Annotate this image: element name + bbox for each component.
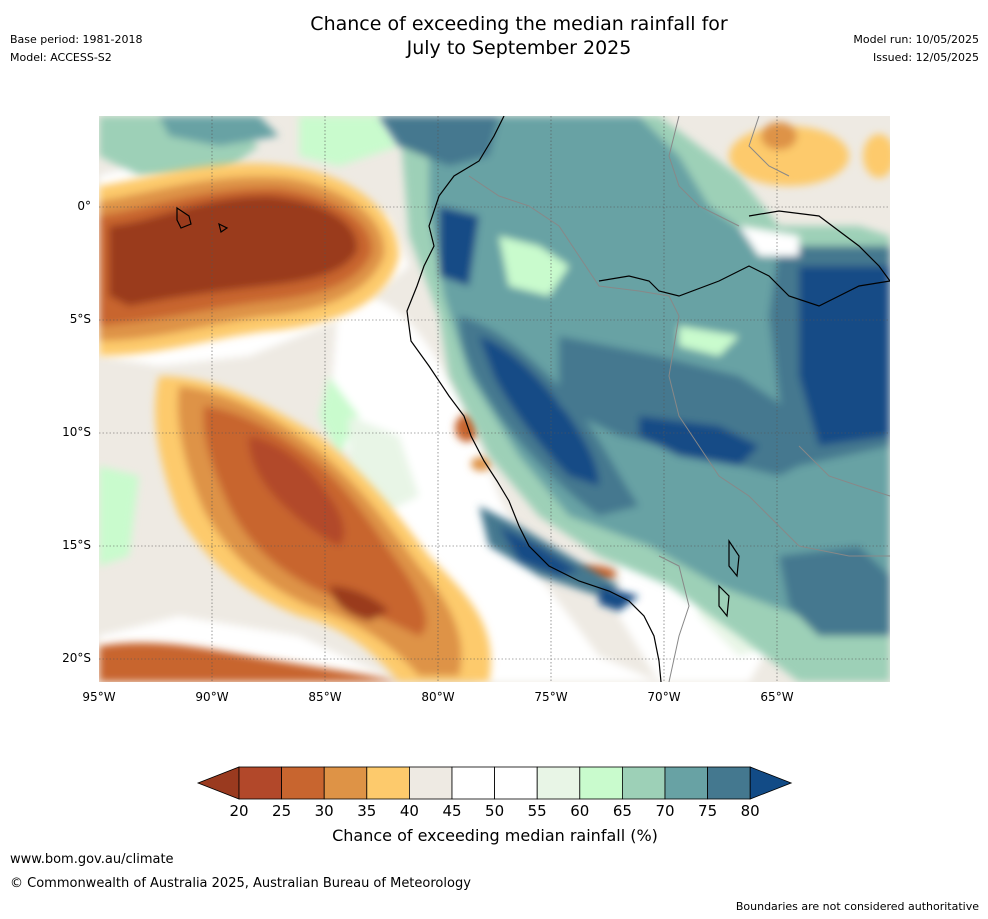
- footer-disclaimer: Boundaries are not considered authoritat…: [735, 900, 979, 913]
- colorbar-swatches: [196, 766, 793, 800]
- colorbar-tick-label: 50: [485, 802, 505, 820]
- colorbar-tick-label: 25: [272, 802, 292, 820]
- colorbar-swatch: [451, 766, 495, 800]
- base-period: Base period: 1981-2018: [10, 33, 143, 46]
- colorbar-tick-label: 40: [399, 802, 419, 820]
- lon-label-85w: 85°W: [308, 690, 342, 704]
- colorbar-tick-label: 30: [314, 802, 334, 820]
- colorbar: [196, 766, 793, 800]
- colorbar-label: Chance of exceeding median rainfall (%): [332, 826, 658, 845]
- issued-date: Issued: 12/05/2025: [872, 51, 979, 64]
- colorbar-tick-label: 70: [655, 802, 675, 820]
- model-name: Model: ACCESS-S2: [10, 51, 112, 64]
- colorbar-tick-label: 55: [527, 802, 547, 820]
- colorbar-swatch: [366, 766, 410, 800]
- colorbar-swatch: [494, 766, 538, 800]
- lon-label-70w: 70°W: [647, 690, 681, 704]
- colorbar-tick-label: 35: [357, 802, 377, 820]
- title-line-2: July to September 2025: [406, 37, 632, 59]
- map-title: Chance of exceeding the median rainfall …: [0, 12, 988, 60]
- colorbar-swatch: [281, 766, 325, 800]
- meta-left: Base period: 1981-2018 Model: ACCESS-S2: [10, 31, 142, 67]
- colorbar-tick-label: 75: [698, 802, 718, 820]
- lon-label-90w: 90°W: [195, 690, 229, 704]
- colorbar-tick-label: 80: [740, 802, 760, 820]
- lon-label-95w: 95°W: [82, 690, 116, 704]
- lat-label-10s: 10°S: [62, 425, 91, 439]
- model-run: Model run: 10/05/2025: [853, 33, 979, 46]
- lat-label-15s: 15°S: [62, 538, 91, 552]
- dry-anomaly-northwest: [99, 163, 399, 356]
- colorbar-extend-high: [749, 766, 793, 800]
- colorbar-swatch: [238, 766, 282, 800]
- map-svg: [99, 116, 890, 682]
- colorbar-swatch: [536, 766, 581, 800]
- rainfall-map: [99, 116, 890, 682]
- colorbar-swatch: [621, 766, 666, 800]
- colorbar-swatch: [408, 766, 453, 800]
- colorbar-tick-label: 20: [229, 802, 249, 820]
- lat-label-5s: 5°S: [69, 312, 91, 326]
- footer-url: www.bom.gov.au/climate: [10, 852, 174, 867]
- colorbar-tick-label: 65: [612, 802, 632, 820]
- lon-label-65w: 65°W: [760, 690, 794, 704]
- graticule: [99, 116, 890, 682]
- lon-label-75w: 75°W: [534, 690, 568, 704]
- colorbar-swatch: [579, 766, 623, 800]
- dry-anomaly-southwest: [99, 376, 491, 682]
- dry-anomaly-coastal-pockets: [455, 122, 890, 582]
- meta-right: Model run: 10/05/2025 Issued: 12/05/2025: [853, 31, 979, 67]
- colorbar-swatch: [707, 766, 751, 800]
- lat-label-0: 0°: [77, 199, 91, 213]
- colorbar-extend-low: [196, 766, 240, 800]
- colorbar-swatch: [664, 766, 708, 800]
- wet-anomaly-east: [379, 116, 890, 682]
- country-borders: [468, 116, 890, 682]
- footer-copyright: © Commonwealth of Australia 2025, Austra…: [10, 876, 471, 891]
- colorbar-tick-label: 45: [442, 802, 462, 820]
- coastlines: [176, 116, 890, 682]
- lon-label-80w: 80°W: [421, 690, 455, 704]
- title-line-1: Chance of exceeding the median rainfall …: [310, 13, 728, 35]
- colorbar-swatch: [323, 766, 368, 800]
- lat-label-20s: 20°S: [62, 651, 91, 665]
- colorbar-tick-label: 60: [570, 802, 590, 820]
